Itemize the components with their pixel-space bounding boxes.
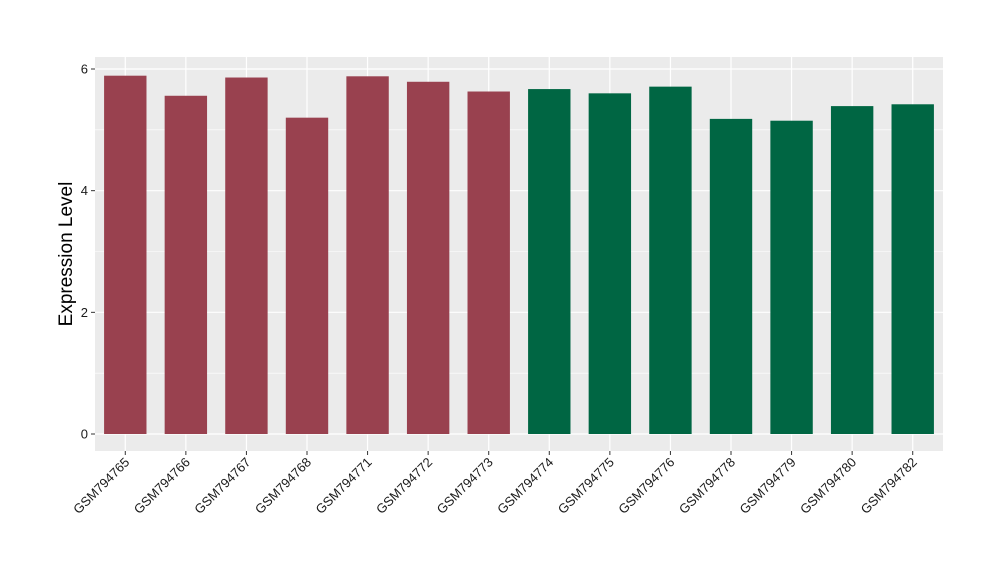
- bar-GSM794773: [467, 91, 510, 434]
- plot-panel: [95, 57, 943, 451]
- x-tick-label: GSM794774: [494, 455, 556, 517]
- x-tick-label: GSM794768: [252, 455, 314, 517]
- y-tick-label: 0: [81, 427, 88, 442]
- bar-GSM794771: [346, 76, 389, 435]
- bar-GSM794780: [830, 106, 874, 434]
- bar-GSM794779: [770, 120, 813, 434]
- bar-GSM794765: [104, 75, 147, 435]
- y-tick-label: 2: [81, 305, 88, 320]
- x-tick-label: GSM794772: [373, 455, 435, 517]
- x-tick-label: GSM794766: [131, 455, 193, 517]
- x-axis: GSM794765GSM794766GSM794767GSM794768GSM7…: [70, 451, 920, 517]
- x-tick-label: GSM794780: [797, 455, 859, 517]
- bars: [104, 75, 934, 435]
- x-tick-label: GSM794773: [434, 455, 496, 517]
- y-tick-label: 4: [81, 183, 88, 198]
- x-tick-label: GSM794776: [615, 455, 677, 517]
- bar-GSM794782: [891, 104, 934, 435]
- bar-GSM794775: [588, 93, 632, 434]
- bar-GSM794778: [709, 118, 753, 434]
- x-tick-label: GSM794782: [858, 455, 920, 517]
- bar-GSM794767: [225, 77, 268, 435]
- bar-GSM794772: [406, 81, 450, 435]
- x-tick-label: GSM794775: [555, 455, 617, 517]
- x-tick-label: GSM794767: [191, 455, 253, 517]
- bar-GSM794766: [164, 95, 208, 435]
- y-axis-title: Expression Level: [56, 182, 77, 327]
- x-tick-label: GSM794778: [676, 455, 738, 517]
- y-tick-label: 6: [81, 62, 88, 77]
- x-tick-label: GSM794779: [736, 455, 798, 517]
- bar-GSM794768: [285, 117, 329, 435]
- y-axis: 0 2 4 6: [81, 62, 95, 442]
- x-tick-label: GSM794771: [312, 455, 374, 517]
- bar-GSM794776: [649, 86, 692, 435]
- bar-GSM794774: [528, 89, 571, 434]
- x-tick-label: GSM794765: [70, 455, 132, 517]
